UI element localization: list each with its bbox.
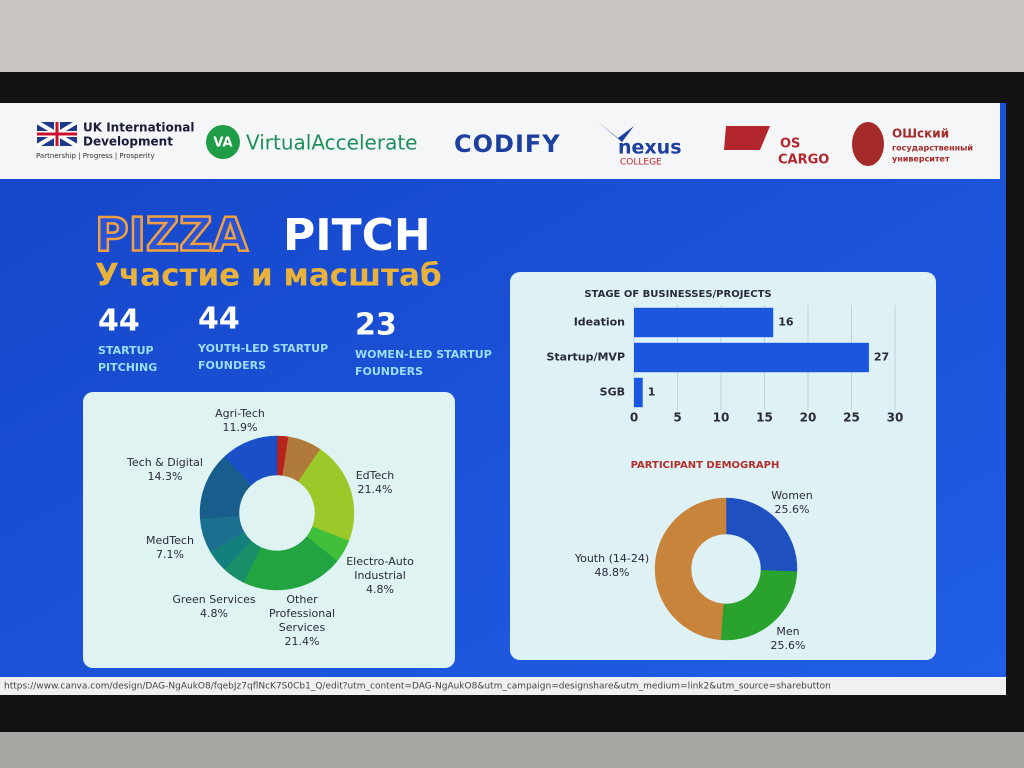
donut-slice — [243, 536, 338, 591]
flag-cross — [37, 122, 77, 146]
donut-slice — [725, 497, 798, 572]
floor — [0, 732, 1024, 768]
title-pitch: PITCH — [283, 210, 431, 261]
url-text: https://www.canva.com/design/DAG-NgAukO8… — [4, 682, 831, 692]
stat-label-line: FOUNDERS — [198, 359, 266, 372]
stat-label-line: FOUNDERS — [355, 365, 423, 378]
cargo-mark — [724, 126, 770, 150]
bar — [634, 307, 774, 338]
y-tick-label: Startup/MVP — [546, 351, 625, 364]
x-tick-label: 30 — [887, 411, 904, 425]
donut-slice — [224, 435, 278, 486]
slice-value: 11.9% — [223, 421, 258, 434]
logo-text: CARGO — [778, 153, 829, 168]
slice-value: 7.1% — [156, 548, 184, 561]
logo-text: ОШский — [892, 127, 949, 141]
slice-label-line: Professional — [269, 607, 335, 620]
slice-label-line: Tech & Digital — [126, 456, 203, 469]
donut-slice — [720, 570, 798, 641]
stat-label: YOUTH-LED STARTUP FOUNDERS — [197, 342, 328, 372]
slice-label-line: Green Services — [172, 593, 255, 606]
stat-value: 23 — [355, 308, 397, 343]
uk-logo: UK International Development Partnership… — [35, 120, 195, 160]
slice-label: Green Services — [172, 593, 255, 606]
slice-label-line: Services — [279, 621, 326, 634]
x-tick-label: 15 — [756, 411, 773, 425]
slice-label-line: Other — [286, 593, 318, 606]
logo-text: COLLEGE — [620, 158, 662, 168]
slice-label-line: Women — [771, 489, 812, 502]
url-bar — [0, 677, 1006, 695]
logo-text: университет — [892, 155, 950, 164]
x-tick-label: 0 — [630, 411, 638, 425]
stat-label-line: YOUTH-LED STARTUP — [197, 342, 328, 355]
logo-text: Development — [83, 135, 173, 149]
logo-text: nexus — [618, 137, 682, 159]
title-pizza: PIZZA — [95, 208, 249, 262]
slice-label-line: Men — [776, 625, 799, 638]
logo-text: государственный — [892, 144, 973, 153]
slice-label: MedTech — [146, 534, 194, 547]
slice-label-line: EdTech — [356, 469, 395, 482]
stat-label-line: PITCHING — [98, 361, 157, 374]
stat-label: STARTUP PITCHING — [98, 344, 157, 374]
stat-value: 44 — [198, 302, 240, 337]
y-tick-label: Ideation — [574, 316, 625, 329]
osh-emblem — [852, 122, 884, 166]
logo-text: OS — [780, 137, 800, 152]
slice-label: Women — [771, 489, 812, 502]
va-badge — [206, 125, 240, 159]
bar — [634, 377, 643, 408]
slice-value: 4.8% — [366, 583, 394, 596]
y-tick-label: SGB — [600, 386, 625, 399]
bar — [634, 342, 869, 373]
donut-slice — [298, 448, 355, 542]
nexus-bird — [598, 122, 634, 142]
logo-band — [0, 103, 1000, 179]
x-tick-label: 10 — [713, 411, 730, 425]
slice-label: EdTech — [356, 469, 395, 482]
donut-slice — [654, 497, 727, 641]
slice-value: 21.4% — [285, 635, 320, 648]
slice-value: 25.6% — [775, 503, 810, 516]
slice-label: Other Professional Services — [269, 593, 335, 634]
logo-text: CODIFY — [454, 130, 561, 158]
bar-value: 16 — [778, 316, 794, 329]
logo-tagline: Partnership | Progress | Prosperity — [36, 152, 155, 160]
slice-label-line: Agri-Tech — [215, 407, 265, 420]
x-tick-label: 20 — [800, 411, 817, 425]
slice-label-line: Youth (14-24) — [574, 552, 649, 565]
slice-label: Electro-Auto Industrial — [346, 555, 414, 582]
stat-label: WOMEN-LED STARTUP FOUNDERS — [355, 348, 492, 378]
slice-label: Agri-Tech — [215, 407, 265, 420]
slice-value: 4.8% — [200, 607, 228, 620]
chart-title: STAGE OF BUSINESSES/PROJECTS — [584, 289, 771, 300]
stat-label-line: WOMEN-LED STARTUP — [355, 348, 492, 361]
slice-label-line: Electro-Auto — [346, 555, 414, 568]
slice-value: 14.3% — [148, 470, 183, 483]
slice-label: Youth (14-24) — [574, 552, 649, 565]
panel — [83, 392, 455, 668]
stat-value: 44 — [98, 304, 140, 339]
logo-text: VA — [213, 136, 232, 151]
chart-title: PARTICIPANT DEMOGRAPH — [631, 460, 780, 471]
logo-text: VirtualAccelerate — [246, 131, 417, 155]
x-tick-label: 5 — [673, 411, 681, 425]
slice-label: Tech & Digital — [126, 456, 203, 469]
bar-value: 1 — [648, 386, 656, 399]
x-tick-label: 25 — [843, 411, 860, 425]
slice-value: 48.8% — [595, 566, 630, 579]
bar-value: 27 — [874, 351, 889, 364]
slice-label-line: MedTech — [146, 534, 194, 547]
slice-label-line: Industrial — [354, 569, 406, 582]
subtitle: Участие и масштаб — [95, 258, 442, 294]
slice-value: 25.6% — [771, 639, 806, 652]
slice-label: Men — [776, 625, 799, 638]
slice-value: 21.4% — [358, 483, 393, 496]
stat-label-line: STARTUP — [98, 344, 154, 357]
logo-text: UK International — [83, 121, 195, 135]
